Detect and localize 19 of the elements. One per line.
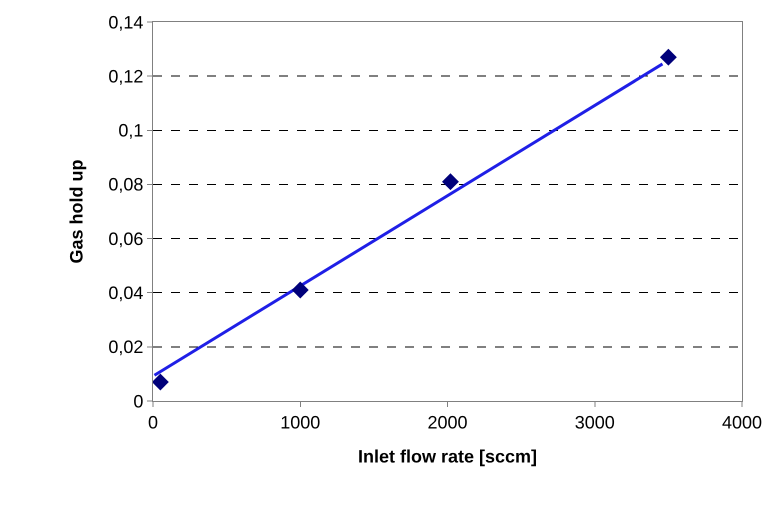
x-tick-label: 4000 xyxy=(722,412,762,433)
x-axis-title: Inlet flow rate [sccm] xyxy=(358,446,538,467)
y-tick-label: 0,04 xyxy=(108,283,144,304)
point xyxy=(292,282,309,298)
y-tick-label: 0,06 xyxy=(108,228,144,249)
x-tick-label: 3000 xyxy=(574,412,615,433)
y-tick-label: 0 xyxy=(133,391,144,412)
y-tick-label: 0,12 xyxy=(108,66,144,86)
point xyxy=(660,48,677,66)
y-tick-label: 0,08 xyxy=(108,174,144,195)
point xyxy=(442,173,459,190)
y-axis-title: Gas hold up xyxy=(66,159,87,264)
y-tick-label: 0,1 xyxy=(118,120,144,141)
point xyxy=(152,374,169,390)
x-tick-label: 2000 xyxy=(427,412,468,433)
y-tick-label: 0,14 xyxy=(108,12,144,32)
x-tick-label: 1000 xyxy=(280,412,320,433)
x-tick-label: 0 xyxy=(148,412,158,433)
y-tick-label: 0,02 xyxy=(108,337,144,358)
